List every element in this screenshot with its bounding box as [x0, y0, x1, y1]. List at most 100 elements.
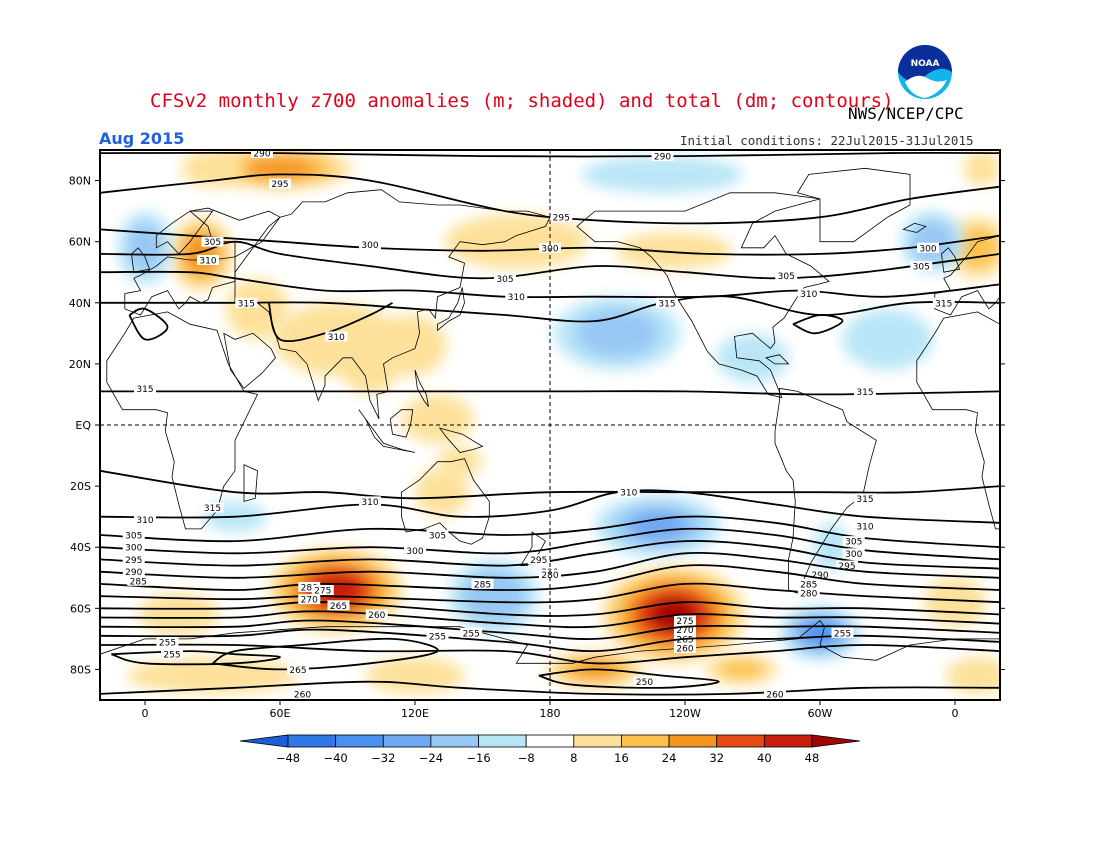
- colorbar-end-low: [239, 734, 289, 748]
- contour-label-bg: [617, 487, 640, 498]
- colorbar: −48 −40 −32 −24 −16 −8 8 16 24 32 40 48: [239, 734, 861, 765]
- coastline-greenland: [796, 167, 911, 243]
- contour-label-bg: [298, 581, 321, 592]
- anomaly-level: [581, 156, 744, 193]
- colorbar-label: −8: [518, 751, 535, 765]
- anomaly-blob: [444, 214, 589, 270]
- contour-285: [100, 564, 1000, 591]
- contour-label: 270: [676, 626, 693, 636]
- contour-label: 275: [676, 617, 693, 627]
- coastline-uk: [131, 247, 151, 273]
- contour-label-bg: [932, 297, 955, 308]
- contour-label-bg: [764, 688, 786, 699]
- coastline-new-zealand: [520, 531, 547, 566]
- colorbar-segment: [335, 734, 384, 748]
- coastline-iceland: [902, 222, 927, 233]
- coastline-uk-wrap: [941, 247, 961, 273]
- colorbar-label: 32: [709, 751, 724, 765]
- contour-label-bg: [325, 331, 348, 342]
- longitude-ticks: 0 60E 120E 180 120W 60W 0: [142, 700, 959, 720]
- contour-label: 290: [811, 571, 828, 581]
- contour-label: 255: [163, 651, 180, 661]
- agency-label: NWS/NCEP/CPC: [848, 104, 964, 123]
- contour-label-bg: [539, 242, 561, 253]
- anomaly-level: [842, 308, 933, 371]
- contour-label: 305: [913, 263, 930, 273]
- contour-label-bg: [311, 585, 334, 595]
- contour-label: 255: [159, 638, 176, 648]
- initial-conditions-label: Initial conditions: 22Jul2015-31Jul2015: [680, 133, 974, 148]
- anomaly-blob: [365, 657, 465, 694]
- contour-unlabeled: [128, 307, 169, 341]
- contour-label-bg: [674, 624, 696, 635]
- contour-label-bg: [854, 386, 876, 397]
- anomaly-level: [923, 577, 987, 627]
- contour-label-bg: [156, 636, 179, 647]
- contour-label: 300: [406, 547, 423, 557]
- contour-label-bg: [809, 569, 831, 580]
- contour-label-bg: [494, 273, 516, 284]
- anomaly-blob: [226, 278, 289, 340]
- contour-290: [100, 551, 1000, 579]
- anomaly-level: [910, 219, 955, 264]
- contour-label-bg: [854, 520, 876, 531]
- coastline-arabia: [223, 332, 276, 389]
- contour-label: 305: [496, 275, 513, 285]
- contour-label-bg: [359, 496, 381, 507]
- x-tick-label: 120E: [401, 707, 429, 720]
- contour-label: 310: [136, 516, 153, 526]
- anomaly-level: [628, 511, 688, 541]
- contour-label: 315: [856, 495, 873, 505]
- contour-label-bg: [674, 615, 696, 626]
- contour-label-bg: [426, 530, 449, 540]
- contour-label: 275: [314, 587, 331, 597]
- anomaly-blob: [343, 345, 397, 395]
- contour-label-bg: [134, 383, 156, 394]
- contour-label-bg: [797, 578, 820, 589]
- contour-label-bg: [505, 291, 528, 302]
- anomaly-level: [310, 573, 363, 607]
- anomaly-blob: [581, 156, 744, 193]
- colorbar-label: 40: [757, 751, 772, 765]
- colorbar-segment: [573, 734, 622, 748]
- contour-label: 280: [301, 583, 318, 593]
- contour-label-bg: [674, 643, 696, 654]
- y-tick-label: 80N: [69, 175, 91, 188]
- contour-label: 285: [800, 580, 817, 590]
- contour-label: 295: [125, 556, 142, 566]
- contour-label-bg: [327, 600, 350, 611]
- x-tick-label: 0: [142, 707, 149, 720]
- contour-260: [100, 680, 1000, 696]
- contour-label: 315: [136, 385, 153, 395]
- contour-label: 290: [253, 150, 270, 160]
- colorbar-segment: [668, 734, 718, 748]
- anomaly-level: [343, 345, 397, 395]
- y-tick-label: 60S: [70, 602, 91, 615]
- contour-label-bg: [550, 212, 573, 223]
- contour-label: 300: [845, 550, 862, 560]
- contour-label: 290: [654, 153, 671, 163]
- contour-label-bg: [831, 627, 854, 638]
- colorbar-label: 48: [805, 751, 820, 765]
- contour-label: 300: [919, 244, 936, 254]
- coastline-antarctica: [100, 620, 1000, 700]
- contour-label-bg: [201, 502, 224, 513]
- contour-label: 305: [429, 532, 446, 542]
- contour-label: 290: [125, 568, 142, 578]
- anomaly-blob: [127, 657, 298, 694]
- contour-label: 315: [204, 504, 221, 514]
- anomaly-blob: [437, 446, 483, 477]
- contour-label: 255: [429, 632, 446, 642]
- contour-label-bg: [842, 548, 865, 559]
- anomaly-level: [401, 394, 474, 444]
- contour-label: 250: [636, 678, 653, 688]
- anomaly-level: [444, 214, 589, 270]
- contour-label: 315: [935, 299, 952, 309]
- contour-label: 270: [301, 596, 318, 606]
- contour-label: 315: [658, 299, 675, 309]
- anomaly-blob: [842, 308, 933, 371]
- anomaly-blob: [946, 657, 1000, 694]
- contour-label-bg: [127, 575, 150, 586]
- coastline-africa-wrap: [916, 311, 1000, 530]
